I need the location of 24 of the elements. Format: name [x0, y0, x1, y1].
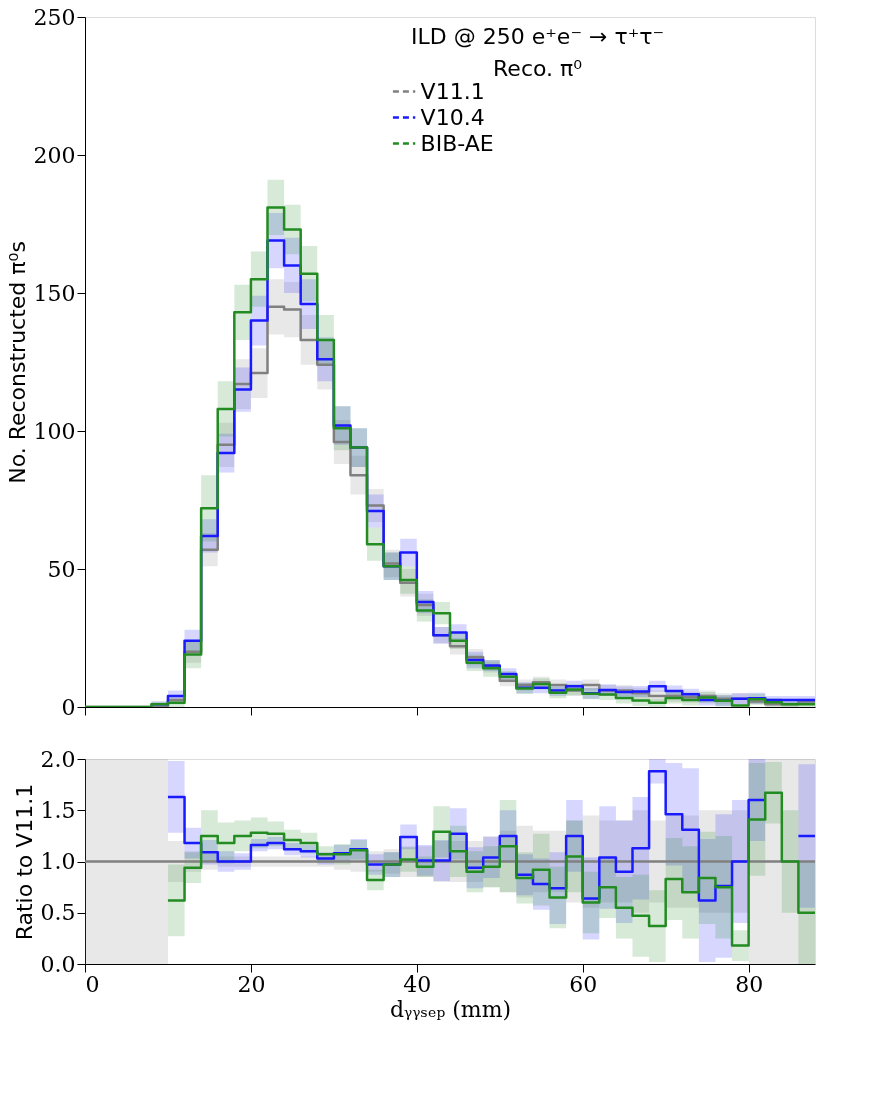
- x-tick-label: 20: [237, 971, 266, 997]
- y-tick-label: 100: [33, 418, 76, 444]
- annotation: Reco. π⁰: [493, 56, 583, 81]
- y-tick-label: 200: [33, 142, 76, 168]
- y-tick-label: 1.5: [40, 797, 76, 823]
- y-tick-label: 1.0: [40, 849, 76, 874]
- y-tick-label: 0.5: [40, 900, 76, 926]
- annotation: ILD @ 250 e⁺e⁻ → τ⁺τ⁻: [411, 24, 665, 49]
- legend-label: V10.4: [420, 104, 485, 130]
- x-axis-title: dᵧᵧₛₑₚ (mm): [389, 996, 512, 1022]
- x-tick-label: 60: [569, 971, 598, 997]
- y-tick-label: 50: [47, 556, 76, 582]
- x-tick-label: 0: [85, 971, 100, 997]
- y-tick-label: 0.0: [40, 951, 76, 977]
- y-tick-label: 2.0: [40, 746, 76, 772]
- y-tick-label: 150: [33, 280, 76, 306]
- y-tick-label: 0: [61, 694, 76, 720]
- legend-label: V11.1: [420, 78, 485, 104]
- y-axis-title: Ratio to V11.1: [11, 783, 37, 941]
- x-tick-label: 40: [403, 971, 432, 997]
- y-axis-title: No. Reconstructed π⁰s: [4, 241, 30, 484]
- legend-label: BIB-AE: [420, 130, 494, 156]
- y-tick-label: 250: [33, 4, 76, 30]
- x-tick-label: 80: [735, 971, 764, 997]
